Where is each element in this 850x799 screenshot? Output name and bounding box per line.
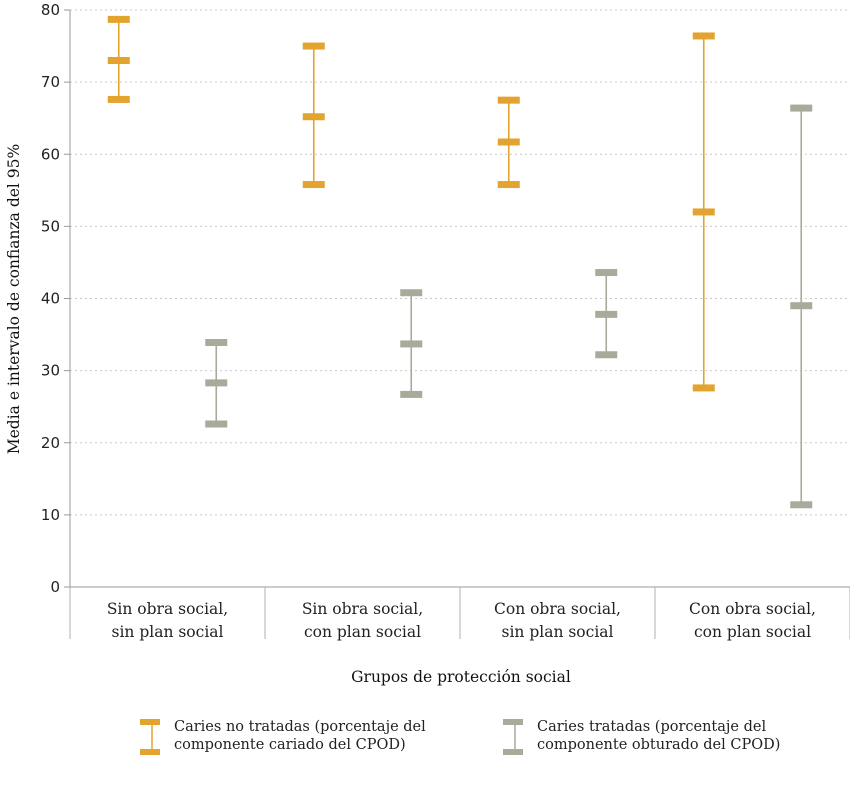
y-tick-label: 60 — [41, 145, 60, 163]
errorbar-lower-cap — [205, 420, 228, 428]
y-tick-label: 40 — [41, 290, 60, 308]
y-tick-label: 10 — [41, 506, 60, 524]
errorbar-mean-marker — [107, 56, 130, 64]
legend-label-treated: Caries tratadas (porcentaje del componen… — [537, 719, 781, 753]
errorbar-lower-cap — [400, 390, 423, 398]
legend-label-untreated: Caries no tratadas (porcentaje del compo… — [174, 719, 426, 753]
error-bars — [107, 15, 813, 509]
y-tick-label: 0 — [50, 578, 60, 596]
errorbar-mean-marker — [302, 113, 325, 121]
treated-errorbar-icon — [503, 719, 523, 755]
errorbar-mean-marker — [692, 208, 715, 216]
x-category-label: Con obra social, — [494, 600, 621, 618]
y-tick-label: 50 — [41, 217, 60, 235]
errorbar-upper-cap — [107, 15, 130, 23]
legend-item-untreated: Caries no tratadas (porcentaje del compo… — [140, 718, 426, 756]
x-category-label: con plan social — [304, 623, 421, 641]
x-category-label: Sin obra social, — [107, 600, 228, 618]
errorbar-lower-cap — [790, 501, 813, 509]
x-category-label: sin plan social — [502, 623, 614, 641]
errorbar-upper-cap — [595, 269, 618, 277]
legend-item-treated: Caries tratadas (porcentaje del componen… — [503, 718, 780, 756]
errorbar-upper-cap — [790, 104, 813, 112]
x-category-label: Con obra social, — [689, 600, 816, 618]
errorbar-upper-cap — [400, 289, 423, 297]
errorbar-upper-cap — [302, 42, 325, 50]
y-tick-label: 70 — [41, 73, 60, 91]
gridlines — [70, 9, 850, 516]
errorbar-lower-cap — [692, 384, 715, 392]
x-axis-title: Grupos de protección social — [351, 668, 571, 686]
errorbar-upper-cap — [692, 32, 715, 40]
errorbar-lower-cap — [107, 95, 130, 103]
errorbar-mean-marker — [595, 310, 618, 318]
x-category-label: sin plan social — [112, 623, 224, 641]
x-axis-categories: Sin obra social, sin plan social Sin obra … — [69, 587, 850, 641]
errorbar-mean-marker — [790, 302, 813, 310]
errorbar-mean-marker — [205, 379, 228, 387]
untreated-errorbar-icon — [140, 719, 160, 755]
errorbar-lower-cap — [595, 351, 618, 359]
errorbar-lower-cap — [302, 181, 325, 189]
x-category-label: Sin obra social, — [302, 600, 423, 618]
y-axis-ticks: 0 10 20 30 40 50 60 70 80 — [41, 1, 70, 596]
x-category-label: con plan social — [694, 623, 811, 641]
errorbar-upper-cap — [497, 96, 520, 104]
errorbar-lower-cap — [497, 181, 520, 189]
y-tick-label: 30 — [41, 362, 60, 380]
errorbar-mean-marker — [497, 138, 520, 146]
errorbar-mean-marker — [400, 340, 423, 348]
y-tick-label: 80 — [41, 1, 60, 19]
y-tick-label: 20 — [41, 434, 60, 452]
y-axis-title: Media e intervalo de confianza del 95% — [5, 144, 23, 455]
errorbar-upper-cap — [205, 338, 228, 346]
